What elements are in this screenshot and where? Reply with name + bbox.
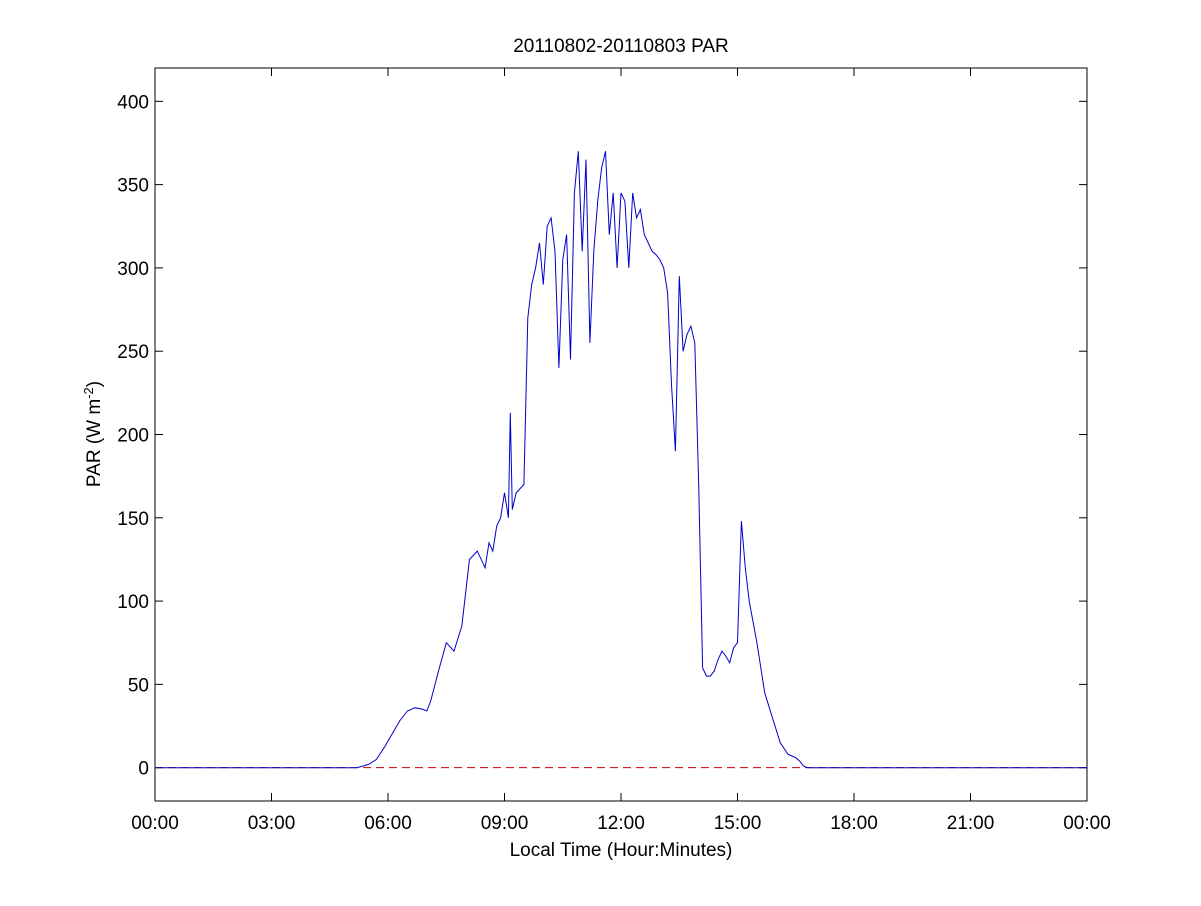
y-tick-label: 0 bbox=[138, 759, 149, 780]
y-tick-label: 400 bbox=[117, 92, 149, 113]
x-tick-label: 18:00 bbox=[830, 813, 878, 834]
x-tick-label: 06:00 bbox=[364, 813, 412, 834]
x-tick-label: 21:00 bbox=[947, 813, 995, 834]
par-series-line bbox=[155, 151, 1087, 769]
x-tick-label: 12:00 bbox=[597, 813, 645, 834]
y-axis-label-suffix: ) bbox=[84, 381, 105, 387]
x-tick-label: 00:00 bbox=[131, 813, 179, 834]
x-tick-label: 09:00 bbox=[481, 813, 529, 834]
x-axis-ticks: 00:00 03:00 06:00 09:00 12:00 15:00 18:00 21:00… bbox=[131, 68, 1111, 834]
y-tick-label: 150 bbox=[117, 509, 149, 530]
chart-title: 20110802-20110803 PAR bbox=[513, 36, 729, 57]
y-tick-label: 200 bbox=[117, 426, 149, 447]
x-tick-label: 15:00 bbox=[714, 813, 762, 834]
y-tick-label: 300 bbox=[117, 259, 149, 280]
x-tick-label: 00:00 bbox=[1063, 813, 1111, 834]
y-axis-label-superscript: -2 bbox=[81, 387, 96, 399]
x-axis-label: Local Time (Hour:Minutes) bbox=[510, 840, 733, 861]
y-tick-label: 350 bbox=[117, 176, 149, 197]
y-axis-ticks: 0 50 100 150 200 250 300 350 400 bbox=[117, 92, 1087, 780]
y-axis-label-prefix: PAR (W m bbox=[84, 399, 105, 487]
y-tick-label: 50 bbox=[128, 675, 149, 696]
y-tick-label: 250 bbox=[117, 342, 149, 363]
y-tick-label: 100 bbox=[117, 592, 149, 613]
y-axis-label: PAR (W m-2) bbox=[81, 381, 106, 487]
plot-frame bbox=[154, 67, 1088, 802]
x-tick-label: 03:00 bbox=[248, 813, 296, 834]
